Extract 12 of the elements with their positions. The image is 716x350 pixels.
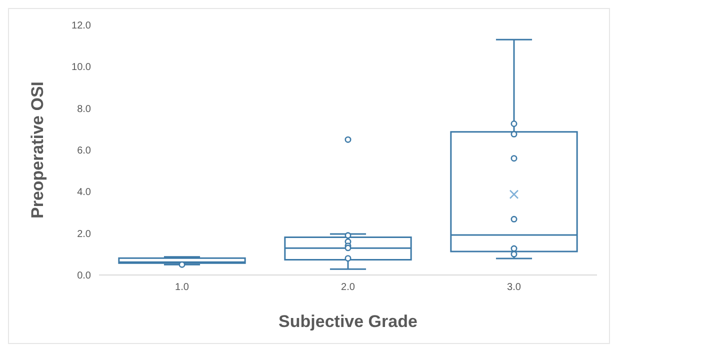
y-tick-label: 0.0 bbox=[77, 270, 92, 282]
y-tick-label: 6.0 bbox=[77, 146, 92, 157]
x-tick-label: 3.0 bbox=[507, 282, 522, 294]
y-tick-label: 4.0 bbox=[77, 187, 92, 198]
x-tick-label: 2.0 bbox=[341, 282, 356, 294]
x-tick-label: 1.0 bbox=[175, 282, 190, 294]
y-tick-label: 12.0 bbox=[72, 20, 92, 32]
y-tick-label: 2.0 bbox=[77, 228, 92, 240]
y-axis-title: Preoperative OSI bbox=[28, 81, 48, 219]
y-tick-label: 8.0 bbox=[77, 104, 92, 115]
x-axis-title: Subjective Grade bbox=[278, 312, 418, 331]
y-tick-label: 10.0 bbox=[72, 62, 92, 74]
